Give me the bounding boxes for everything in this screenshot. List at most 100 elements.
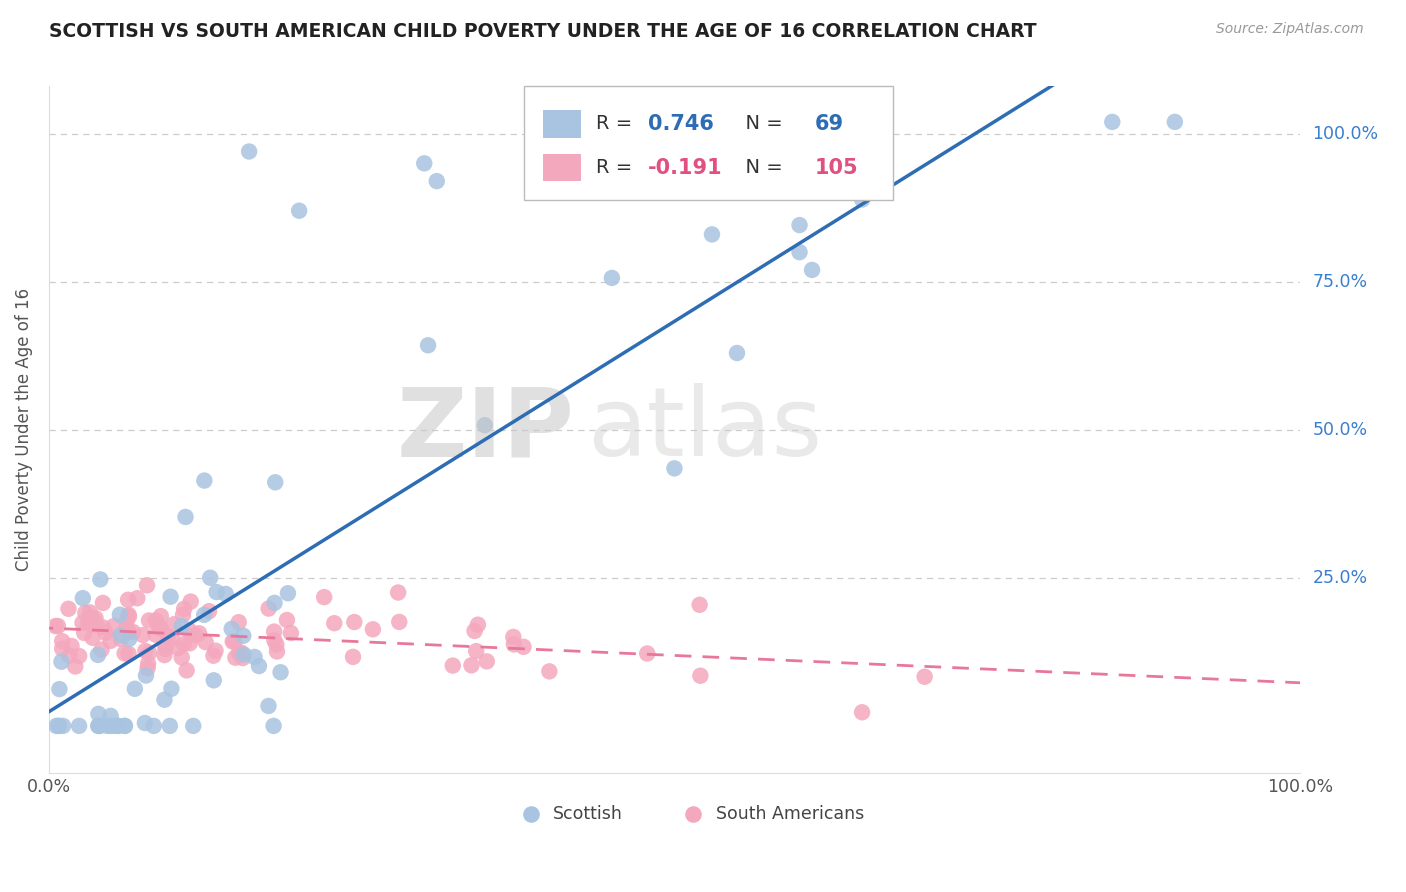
Text: 105: 105 [814, 158, 858, 178]
Text: 50.0%: 50.0% [1312, 421, 1368, 439]
Point [115, 620, 138, 634]
Point [263, 719, 285, 733]
Point [173, 637, 195, 651]
Point [136, 661, 159, 675]
Point [361, 623, 384, 637]
Point [100, 719, 122, 733]
Point [155, 641, 177, 656]
Point [163, 617, 186, 632]
Point [224, 634, 246, 648]
Point [149, 609, 172, 624]
Point [65, 659, 87, 673]
Point [181, 719, 204, 733]
Point [58, 602, 80, 616]
Point [117, 624, 139, 639]
Text: N =: N = [734, 114, 789, 134]
Point [91, 596, 114, 610]
Point [114, 719, 136, 733]
Text: R =: R = [596, 158, 638, 177]
Point [238, 145, 260, 159]
Point [160, 632, 183, 646]
Point [689, 669, 711, 683]
Point [67, 648, 90, 663]
Point [288, 203, 311, 218]
Point [108, 607, 131, 622]
Point [87, 719, 110, 733]
Point [136, 657, 159, 671]
Point [198, 604, 221, 618]
Point [96, 719, 118, 733]
Point [228, 646, 250, 660]
Point [60, 639, 83, 653]
Point [82, 631, 104, 645]
Point [67, 719, 90, 733]
Point [257, 698, 280, 713]
Point [103, 719, 125, 733]
Point [789, 218, 811, 232]
Point [110, 628, 132, 642]
Text: 75.0%: 75.0% [1312, 273, 1368, 291]
Point [159, 719, 181, 733]
Point [475, 654, 498, 668]
Point [314, 590, 336, 604]
Point [79, 606, 101, 620]
Point [118, 632, 141, 646]
Point [136, 578, 159, 592]
Point [48, 719, 70, 733]
Point [117, 607, 139, 622]
Point [801, 263, 824, 277]
Point [46, 619, 69, 633]
Point [124, 681, 146, 696]
Point [180, 594, 202, 608]
Point [142, 719, 165, 733]
Point [170, 650, 193, 665]
Point [600, 271, 623, 285]
Point [257, 601, 280, 615]
Point [159, 590, 181, 604]
Point [84, 611, 107, 625]
Point [465, 644, 488, 658]
Point [232, 629, 254, 643]
Point [851, 193, 873, 207]
Point [179, 636, 201, 650]
Text: atlas: atlas [586, 384, 823, 476]
Point [460, 658, 482, 673]
Point [636, 647, 658, 661]
Point [1101, 115, 1123, 129]
Point [118, 609, 141, 624]
Point [172, 607, 194, 622]
FancyBboxPatch shape [524, 87, 893, 200]
Point [155, 640, 177, 654]
Point [107, 719, 129, 733]
Text: 0.746: 0.746 [648, 114, 714, 134]
Point [170, 619, 193, 633]
Point [221, 622, 243, 636]
Point [512, 640, 534, 654]
Point [72, 615, 94, 630]
Point [90, 642, 112, 657]
Point [52, 719, 75, 733]
Point [91, 620, 114, 634]
Point [188, 626, 211, 640]
Point [193, 474, 215, 488]
Point [232, 648, 254, 662]
Point [94, 625, 117, 640]
Point [45, 619, 67, 633]
Point [689, 598, 711, 612]
Point [682, 755, 704, 769]
Point [100, 633, 122, 648]
Point [229, 645, 252, 659]
Point [519, 755, 541, 769]
Point [215, 587, 238, 601]
Point [58, 648, 80, 663]
Point [176, 664, 198, 678]
Point [914, 670, 936, 684]
Point [45, 719, 67, 733]
Point [228, 615, 250, 630]
Point [153, 692, 176, 706]
Text: 25.0%: 25.0% [1312, 569, 1368, 587]
Text: -0.191: -0.191 [648, 158, 723, 178]
Point [117, 592, 139, 607]
Point [194, 635, 217, 649]
Point [87, 719, 110, 733]
